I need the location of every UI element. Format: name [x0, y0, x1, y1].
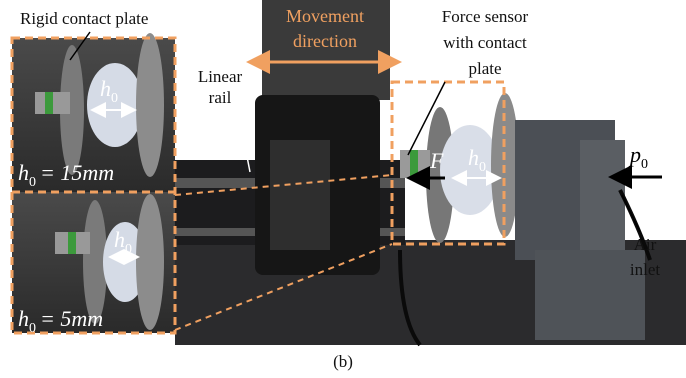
label: Movement: [286, 6, 364, 26]
label: Linear: [198, 67, 243, 86]
label: Air: [634, 235, 657, 254]
label: with contact: [443, 33, 527, 52]
label: direction: [293, 31, 357, 51]
caption: (b): [333, 352, 353, 371]
label: Force sensor: [442, 7, 529, 26]
figure: Rigid contact plate Movement direction L…: [0, 0, 686, 378]
page: Rigid contact plate Movement direction L…: [0, 0, 686, 378]
label: Rigid contact plate: [20, 9, 148, 28]
symbol: F: [429, 148, 444, 173]
label: rail: [209, 88, 232, 107]
label: plate: [468, 59, 501, 78]
label: inlet: [630, 260, 660, 279]
symbol: p0: [628, 142, 648, 172]
